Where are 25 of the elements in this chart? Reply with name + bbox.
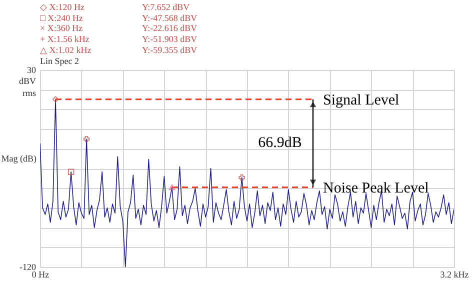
y-tick-label: -120 [20, 262, 36, 272]
y-axis-title: Mag (dB) [1, 154, 36, 164]
annotation: 66.9dB [258, 135, 302, 151]
point [168, 184, 176, 190]
text: Y:7.652 dBV [142, 2, 190, 12]
text: Lin Spec 2 [40, 56, 79, 66]
point [68, 168, 74, 176]
text: ◇ X:120 Hz [40, 2, 84, 12]
point [238, 174, 245, 181]
text: Y:-22.616 dBV [142, 23, 198, 33]
x-tick-label: 0 Hz [32, 270, 50, 280]
series-label: Signal Level [322, 92, 400, 108]
text: Y:-51.903 dBV [142, 34, 198, 44]
text: Y:-47.568 dBV [142, 13, 198, 23]
text: + X:1.56 kHz [40, 34, 90, 44]
text: dBV rms [18, 76, 36, 98]
y-tick-label: 30 [27, 65, 36, 75]
x-tick-label: 3.2 kHz [440, 270, 469, 280]
text: Y:-59.355 dBV [142, 45, 198, 55]
series-label: Noise Peak Level [322, 180, 429, 196]
text: □ X:240 Hz [40, 13, 83, 23]
text: △ X:1.02 kHz [40, 45, 92, 55]
point [83, 136, 90, 142]
text: × X:360 Hz [40, 23, 83, 33]
point [52, 96, 59, 102]
